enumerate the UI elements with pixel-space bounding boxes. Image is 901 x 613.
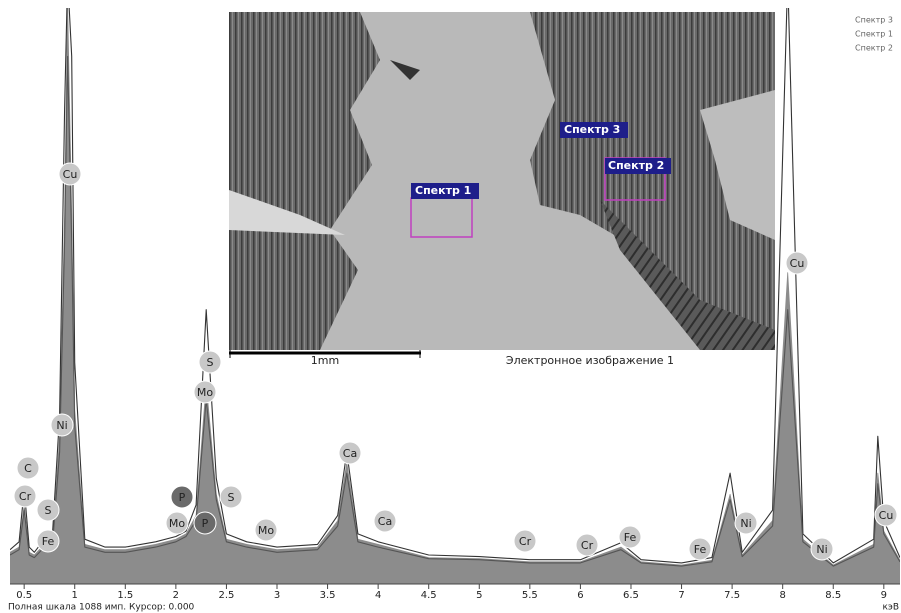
scale-label: 1mm [311,354,339,367]
legend-entry: Спектр 2 [855,44,893,53]
peak-label: Ca [343,447,357,460]
peak-label: Ca [378,515,392,528]
peak-label: Cr [19,490,32,503]
peak-label: C [24,462,32,475]
x-tick-label: 8 [779,590,785,601]
peak-label: Mo [197,386,213,399]
x-tick-label: 1 [72,590,78,601]
peak-label: Ni [56,419,67,432]
peak-label: Ni [816,543,827,556]
image-label: Спектр 2 [608,159,664,172]
x-tick-label: 8.5 [825,590,841,601]
image-label: Спектр 3 [564,123,620,136]
peak-label: S [207,356,214,369]
peak-label: Cu [790,257,805,270]
peak-label: Cr [519,535,532,548]
peak-label: Cr [581,539,594,552]
x-tick-label: 2 [173,590,179,601]
peak-label: Ni [740,517,751,530]
peak-label: Fe [694,543,707,556]
peak-label: Fe [42,535,55,548]
x-tick-label: 9 [881,590,887,601]
x-unit: кэВ [882,603,899,613]
peak-label: Cu [879,509,894,522]
x-tick-label: 0.5 [16,590,32,601]
sem-image [229,12,775,350]
footer: Полная шкала 1088 имп. Курсор: 0.000 [8,603,195,613]
x-tick-label: 6 [577,590,583,601]
chart: Спектр 1 Спектр 3 Спектр 2 1mm Электронн… [0,0,901,613]
x-tick-label: 6.5 [623,590,639,601]
x-tick-label: 2.5 [218,590,234,601]
image-caption: Электронное изображение 1 [506,354,674,367]
x-tick-label: 1.5 [117,590,133,601]
x-tick-label: 5 [476,590,482,601]
legend-entry: Спектр 1 [855,30,893,39]
peak-label: S [228,491,235,504]
peak-label: Mo [258,524,274,537]
x-tick-label: 3.5 [320,590,336,601]
peak-label: Mo [169,517,185,530]
x-tick-label: 7.5 [724,590,740,601]
x-tick-label: 5.5 [522,590,538,601]
peak-label: Cu [63,168,78,181]
peak-label: P [202,517,209,530]
x-tick-label: 4 [375,590,381,601]
peak-label: S [45,504,52,517]
x-tick-label: 3 [274,590,280,601]
legend-entry: Спектр 3 [855,16,893,25]
peak-label: P [179,491,186,504]
x-tick-label: 7 [678,590,684,601]
peak-label: Fe [624,531,637,544]
image-label: Спектр 1 [415,184,471,197]
x-tick-label: 4.5 [421,590,437,601]
